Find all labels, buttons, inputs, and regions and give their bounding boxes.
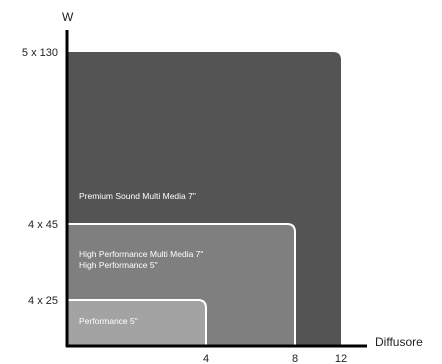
axes-layer: W Diffusore: [62, 10, 423, 349]
region-0-label: Premium Sound Multi Media 7": [79, 191, 196, 201]
y-tick-label: 5 x 130: [22, 47, 58, 59]
y-tick-label: 4 x 25: [28, 295, 58, 307]
x-tick-label: 4: [203, 353, 209, 364]
region-2: [66, 299, 207, 347]
y-tick-label: 4 x 45: [28, 219, 58, 231]
x-tick-label: 8: [292, 353, 298, 364]
ticks-layer: 4 8 12 4 x 25 4 x 45 5 x 130: [22, 47, 347, 364]
y-axis-title: W: [62, 10, 74, 24]
x-tick-label: 12: [335, 353, 347, 364]
region-2-label: Performance 5": [79, 316, 138, 326]
regions-layer: Premium Sound Multi Media 7" High Perform…: [66, 52, 341, 347]
region-1-label: High Performance 5": [79, 260, 158, 270]
x-axis-title: Diffusore: [375, 335, 423, 349]
region-1-label: High Performance Multi Media 7": [79, 249, 203, 259]
